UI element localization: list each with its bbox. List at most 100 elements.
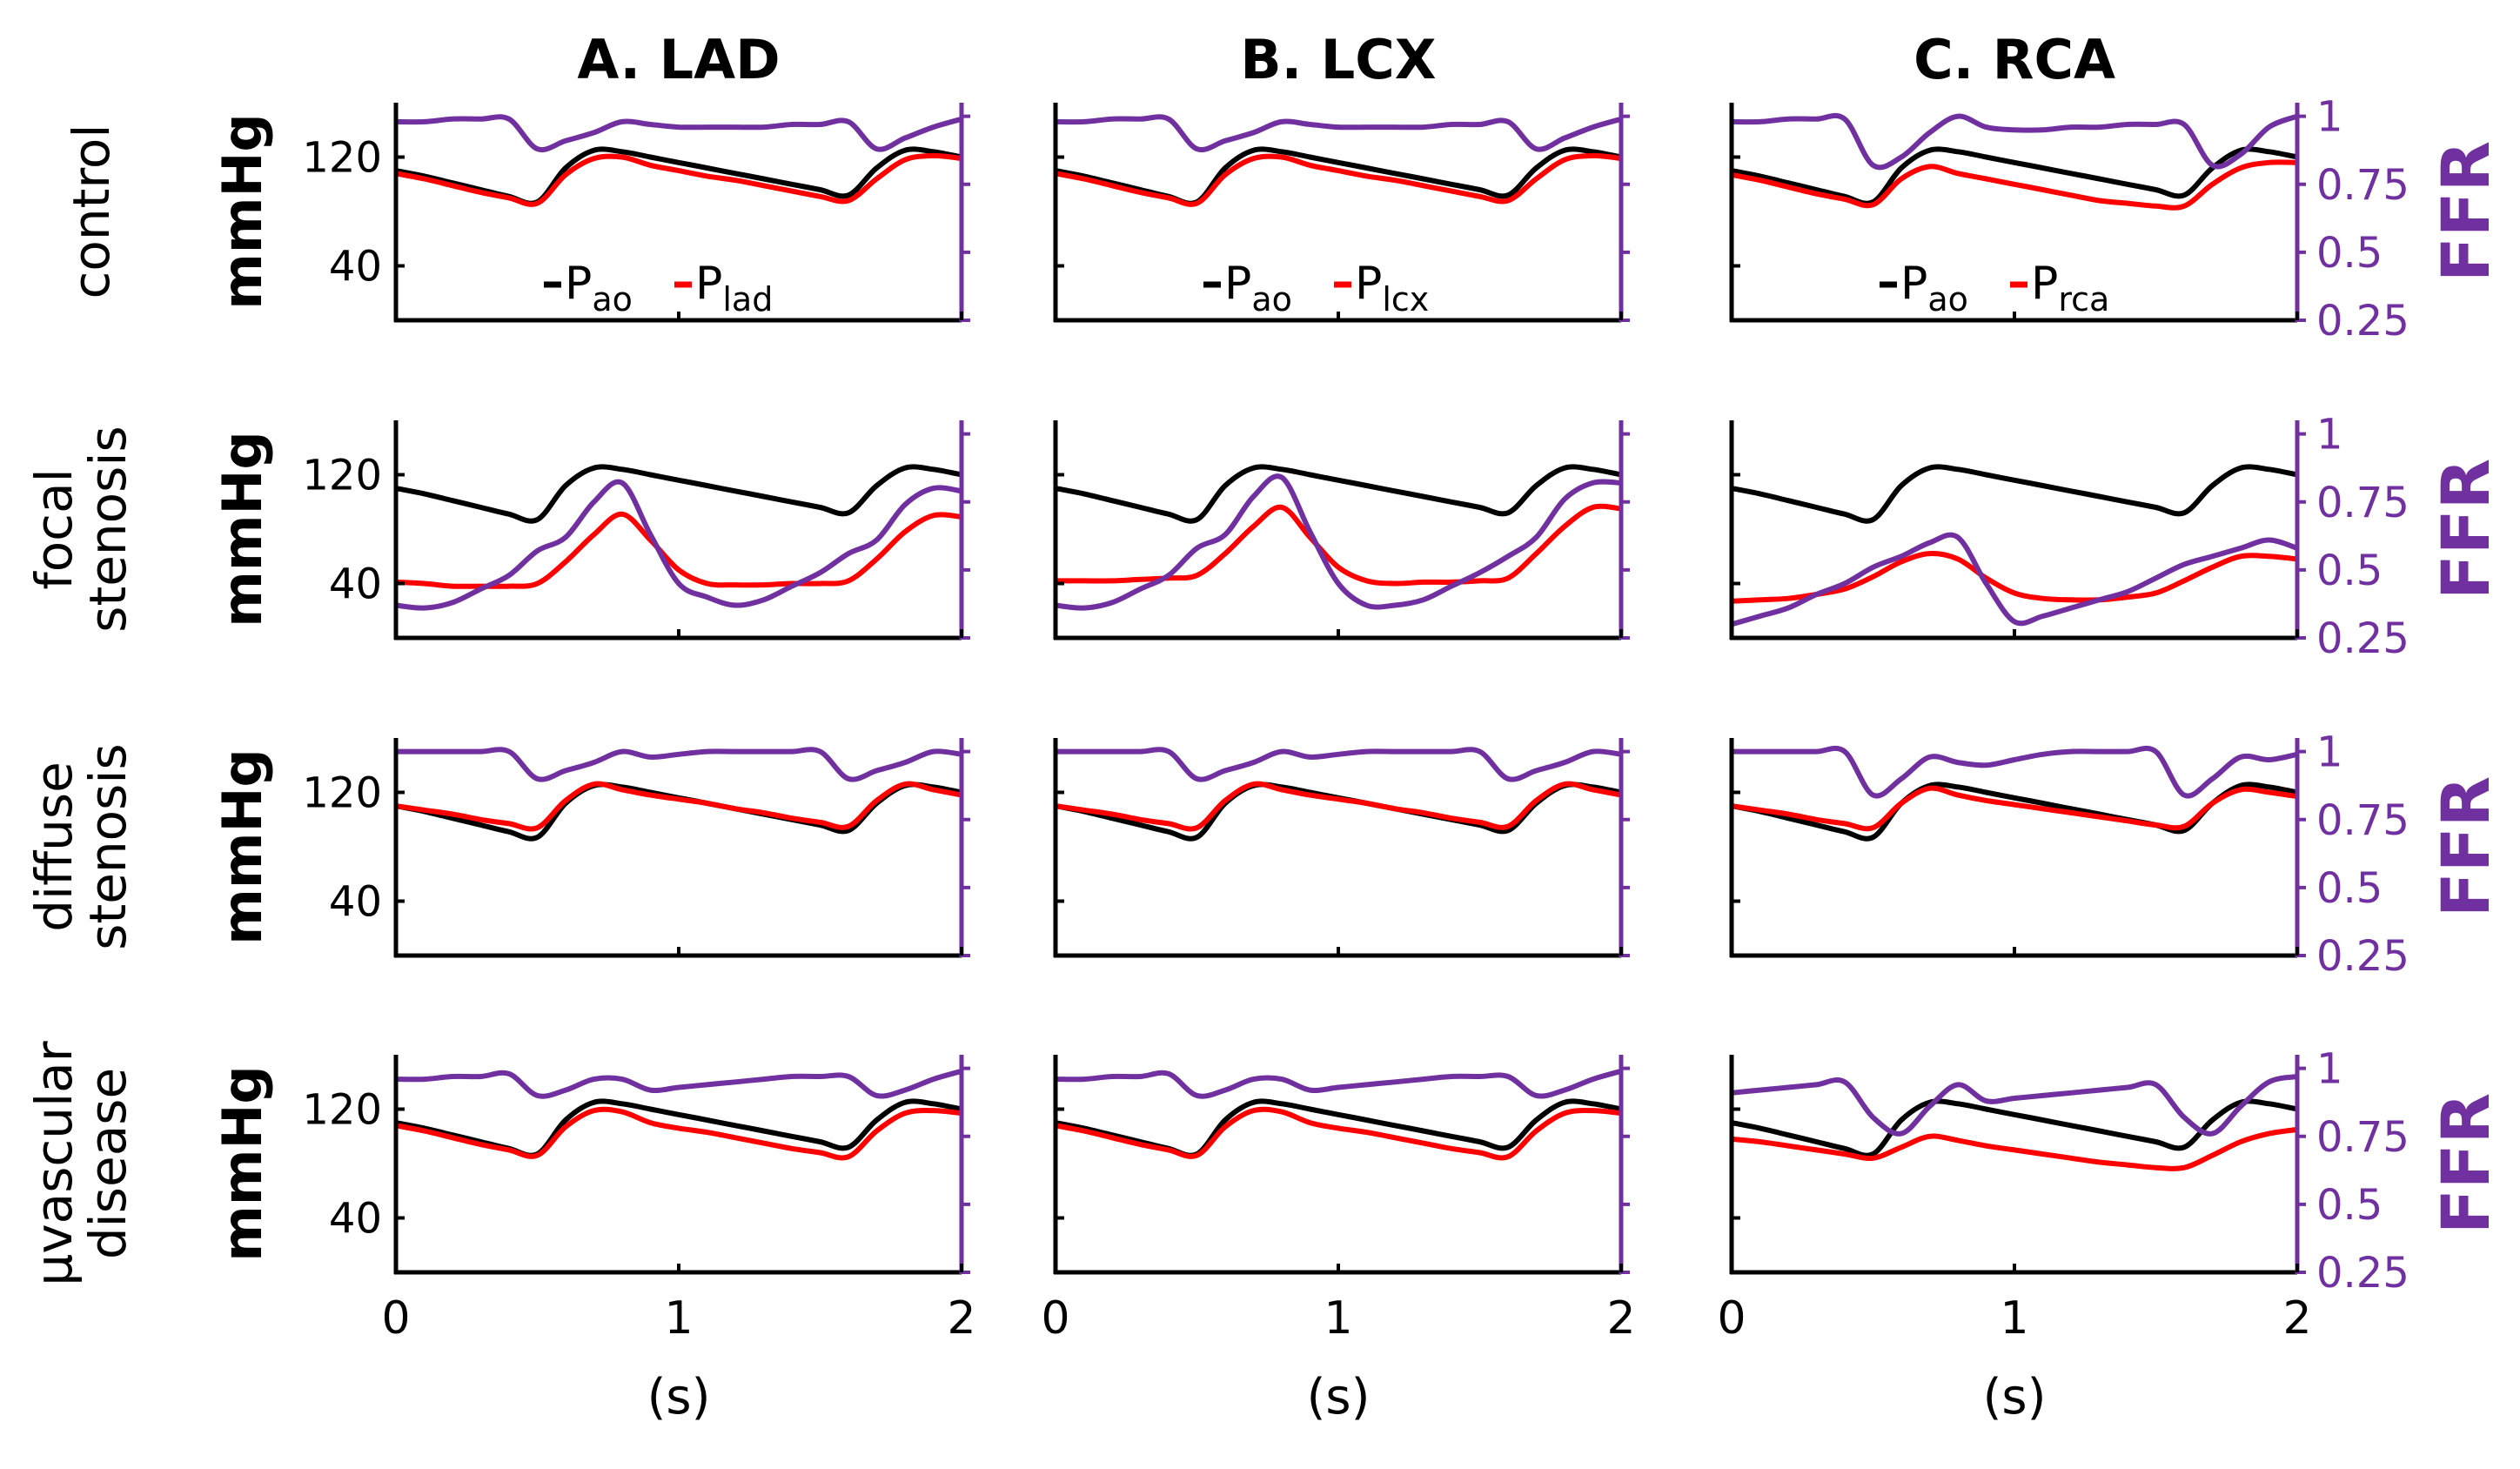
y2-tick-label: 0.25 [2316,932,2409,981]
y2-tick-label: 0.5 [2316,547,2383,595]
y2-tick-label: 0.75 [2316,161,2409,210]
panel: 40 120 [302,420,970,641]
y2-tick-label: 0.75 [2316,479,2409,527]
left-axis-label: mmHg [211,748,274,944]
row-label-line: diffuse [24,761,84,932]
y2-tick-label: 0.5 [2316,864,2383,913]
ffr-label: FFR [2427,1093,2504,1234]
row-label-line: disease [78,1068,137,1259]
row-label-line: stenosis [78,743,137,949]
left-axis-label: mmHg [211,113,274,309]
panel: Pao Plcx [1053,103,1630,323]
ffr-line [1731,1074,2298,1137]
p-coronary-line [1731,1126,2298,1171]
mmhg-label: mmHg [211,1065,274,1261]
x-tick-label: 1 [664,1292,693,1345]
p-coronary-line [395,781,962,832]
column-title: C. RCA [1913,28,2115,91]
x-tick-label: 1 [2000,1292,2028,1345]
ffr-line [395,114,962,153]
y2-tick-label: 0.25 [2316,1249,2409,1298]
x-tick-label: 1 [1324,1292,1352,1345]
x-tick-label: 2 [2282,1292,2311,1345]
left-axis-label: mmHg [211,1065,274,1261]
mmhg-label: mmHg [211,431,274,627]
legend: Pao Plad [544,258,773,319]
ffr-line [395,479,962,611]
legend-label-coronary: Prca [2031,258,2109,319]
y2-tick-label: 1 [2316,93,2343,142]
row-label-line: focal [24,468,84,589]
row-label-line: μvascular [24,1041,84,1285]
ffr-line [395,1068,962,1099]
ffr-line [1055,114,1622,153]
column-title: B. LCX [1240,28,1436,91]
x-tick-label: 0 [1041,1292,1069,1345]
right-axis-label: FFR [2427,459,2504,600]
p-coronary-line [1731,159,2298,211]
x-axis-label: (s) [1307,1369,1371,1425]
panel: 40 120 [302,738,970,958]
y2-tick-label: 0.75 [2316,796,2409,845]
legend: Pao Plcx [1203,258,1429,319]
p-ao-line [395,464,962,524]
legend-label-coronary: Plcx [1355,258,1429,319]
y-tick-label: 40 [329,878,382,927]
ffr-label: FFR [2427,141,2504,282]
right-axis-label: FFR [2427,141,2504,282]
ffr-line [1055,473,1622,611]
p-coronary-line [1055,152,1622,207]
p-coronary-line [395,152,962,207]
panel: 0.25 0.5 0.75 1 Pao Prca [1729,93,2409,345]
p-ao-line [1731,146,2298,206]
y2-tick-label: 0.75 [2316,1113,2409,1162]
legend: Pao Prca [1880,258,2109,319]
p-coronary-line [1055,781,1622,832]
row-label-line: control [62,124,121,298]
ffr-line [1055,1068,1622,1099]
right-axis-label: FFR [2427,776,2504,917]
p-coronary-line [1055,1106,1622,1161]
panel: 40 120 Pao Plad [302,103,970,323]
y-tick-label: 120 [302,769,382,818]
y-tick-label: 40 [329,560,382,609]
p-coronary-line [1056,503,1622,587]
y-tick-label: 120 [302,134,382,183]
mmhg-label: mmHg [211,748,274,944]
y2-tick-label: 0.25 [2316,297,2409,345]
x-tick-label: 0 [381,1292,410,1345]
panel: 40 120 0 1 2 (s) [302,1055,976,1425]
x-tick-label: 2 [1606,1292,1635,1345]
ffr-line [1732,745,2298,799]
p-ao-line [1731,464,2298,524]
legend-label-coronary: Plad [695,258,773,319]
y2-tick-label: 0.5 [2316,229,2383,278]
column-title: A. LAD [577,28,780,91]
p-ao-line [1731,1098,2298,1158]
panel: 0.25 0.5 0.75 1 [1729,728,2409,981]
ffr-line [396,747,962,782]
panel [1053,420,1630,641]
y-tick-label: 40 [329,1195,382,1244]
y-tick-label: 120 [302,1086,382,1135]
panel: 0.25 0.5 0.75 1 [1729,411,2409,663]
legend-label-ao: Pao [1224,258,1292,319]
ffr-line [1056,747,1622,782]
row-label: control [62,124,121,298]
y2-tick-label: 1 [2316,728,2343,777]
x-tick-label: 2 [947,1292,975,1345]
legend-label-ao: Pao [1900,258,1968,319]
y2-tick-label: 0.5 [2316,1181,2383,1230]
row-label-line: stenosis [78,426,137,632]
legend-label-ao: Pao [565,258,633,319]
x-axis-label: (s) [647,1369,711,1425]
ffr-line [1731,532,2298,627]
y-tick-label: 40 [329,243,382,292]
p-coronary-line [1731,785,2298,832]
p-coronary-line [395,1106,962,1161]
y2-tick-label: 1 [2316,411,2343,459]
